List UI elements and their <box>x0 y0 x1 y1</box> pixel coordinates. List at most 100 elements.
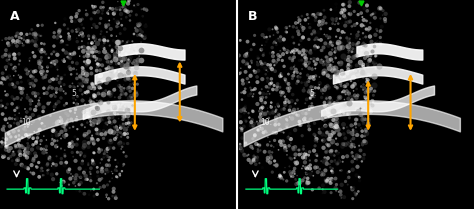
Point <box>93 83 100 86</box>
Point <box>329 22 337 25</box>
Point <box>323 112 331 115</box>
Point <box>67 172 75 176</box>
Point <box>263 68 270 72</box>
Point <box>264 80 272 83</box>
Point <box>65 183 73 186</box>
Point <box>39 169 46 173</box>
Point <box>115 70 123 73</box>
Point <box>338 46 346 49</box>
Point <box>33 45 41 48</box>
Point <box>338 42 346 45</box>
Point <box>314 12 322 15</box>
Point <box>30 84 37 87</box>
Point <box>103 150 111 154</box>
Point <box>81 60 89 63</box>
Point <box>12 69 19 73</box>
Point <box>246 116 253 119</box>
Point <box>242 70 249 74</box>
Point <box>63 43 70 47</box>
Point <box>112 196 119 200</box>
Point <box>123 41 131 44</box>
Point <box>98 87 105 90</box>
Point <box>337 69 345 73</box>
Point <box>87 123 95 126</box>
Point <box>72 98 80 101</box>
Point <box>280 65 288 68</box>
Point <box>94 175 101 178</box>
Point <box>60 182 67 186</box>
Point <box>90 93 98 97</box>
Point <box>109 70 116 73</box>
Point <box>90 187 98 191</box>
Point <box>273 131 280 134</box>
Point <box>20 127 27 131</box>
Point <box>65 37 73 41</box>
Point <box>301 117 309 120</box>
Point <box>114 133 121 136</box>
Point <box>78 190 86 194</box>
Point <box>18 80 25 84</box>
Point <box>298 25 306 28</box>
Point <box>339 155 347 159</box>
Point <box>112 168 119 172</box>
Point <box>37 56 45 59</box>
Point <box>74 102 82 106</box>
Point <box>337 36 344 40</box>
Point <box>21 147 29 150</box>
Point <box>26 63 33 66</box>
Point <box>105 164 113 167</box>
Point <box>36 143 44 146</box>
Point <box>116 174 124 177</box>
Text: B: B <box>248 10 258 23</box>
Point <box>293 26 301 29</box>
Point <box>83 61 91 64</box>
Point <box>314 170 321 174</box>
Point <box>319 71 327 74</box>
Point <box>251 156 259 159</box>
Point <box>78 32 85 35</box>
Point <box>329 171 337 174</box>
Point <box>338 45 346 48</box>
Point <box>120 142 128 145</box>
Point <box>63 120 71 123</box>
Point <box>100 152 108 155</box>
Point <box>253 158 261 162</box>
Point <box>122 5 129 9</box>
Point <box>65 32 73 35</box>
Point <box>293 174 301 177</box>
Point <box>30 143 37 146</box>
Point <box>50 122 57 125</box>
Point <box>84 162 92 165</box>
Point <box>7 135 15 139</box>
Point <box>114 0 122 3</box>
Point <box>261 120 269 123</box>
Point <box>329 55 337 58</box>
Point <box>79 34 87 38</box>
Point <box>366 27 374 30</box>
Point <box>37 60 45 63</box>
Point <box>107 139 114 142</box>
Point <box>298 59 306 62</box>
Point <box>18 91 26 94</box>
Point <box>10 98 18 101</box>
Point <box>17 153 24 157</box>
Point <box>280 131 287 134</box>
Point <box>65 56 73 60</box>
Point <box>55 33 63 37</box>
Point <box>0 83 7 86</box>
Point <box>256 143 264 147</box>
Point <box>84 58 91 61</box>
Point <box>111 69 119 72</box>
Point <box>312 13 319 17</box>
Point <box>319 92 327 95</box>
Point <box>274 37 282 40</box>
Point <box>76 172 83 176</box>
Point <box>69 175 76 178</box>
Point <box>282 70 290 73</box>
Point <box>10 130 18 133</box>
Point <box>137 20 144 24</box>
Point <box>238 129 246 132</box>
Point <box>245 54 252 57</box>
Point <box>53 163 60 166</box>
Point <box>376 36 384 39</box>
